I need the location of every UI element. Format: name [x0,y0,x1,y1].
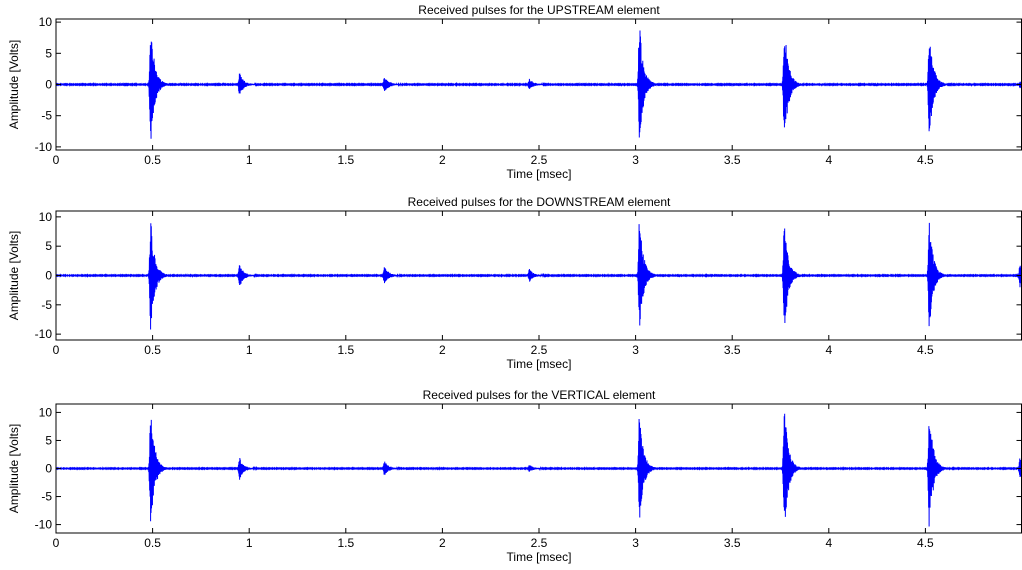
x-tick-label: 0.5 [144,153,161,167]
x-axis-label: Time [msec] [507,357,572,371]
x-tick-label: 2.5 [531,153,548,167]
y-axis-label: Amplitude [Volts] [7,40,21,129]
y-tick-label: 5 [45,433,52,447]
x-tick-label: 3.5 [724,343,741,357]
y-tick-label: -5 [41,298,52,312]
x-tick-label: 4 [825,153,832,167]
x-axis-label: Time [msec] [507,167,572,181]
y-tick-label: -10 [35,327,53,341]
x-tick-label: 2 [439,536,446,550]
y-tick-label: -5 [41,109,52,123]
x-tick-label: 3 [632,153,639,167]
subplot-3: Received pulses for the VERTICAL element… [7,388,1022,564]
chart-title: Received pulses for the DOWNSTREAM eleme… [408,195,671,209]
y-tick-label: 5 [45,46,52,60]
x-tick-label: 2.5 [531,536,548,550]
x-tick-label: 0 [53,536,60,550]
y-tick-label: -5 [41,490,52,504]
x-tick-label: 3.5 [724,536,741,550]
x-axis-label: Time [msec] [507,550,572,564]
y-tick-label: 0 [45,78,52,92]
x-tick-label: 4 [825,536,832,550]
x-tick-label: 1.5 [337,343,354,357]
x-tick-label: 1 [246,153,253,167]
x-tick-label: 3.5 [724,153,741,167]
y-axis-label: Amplitude [Volts] [7,231,21,320]
y-tick-label: 5 [45,239,52,253]
y-tick-label: 0 [45,269,52,283]
x-tick-label: 1.5 [337,536,354,550]
x-tick-label: 4.5 [917,343,934,357]
x-tick-label: 4 [825,343,832,357]
x-tick-label: 2 [439,153,446,167]
subplot-1: Received pulses for the UPSTREAM element… [7,3,1022,181]
y-axis-label: Amplitude [Volts] [7,424,21,513]
y-tick-label: 10 [39,15,53,29]
y-tick-label: 10 [39,405,53,419]
y-tick-label: 0 [45,462,52,476]
chart-title: Received pulses for the VERTICAL element [423,388,656,402]
x-tick-label: 0 [53,153,60,167]
x-tick-label: 4.5 [917,536,934,550]
x-tick-label: 0 [53,343,60,357]
x-tick-label: 2 [439,343,446,357]
y-tick-label: -10 [35,518,53,532]
x-tick-label: 3 [632,536,639,550]
subplot-2: Received pulses for the DOWNSTREAM eleme… [7,195,1022,371]
x-tick-label: 0.5 [144,343,161,357]
signal-line [55,222,1022,330]
x-tick-label: 3 [632,343,639,357]
y-tick-label: -10 [35,140,53,154]
signal-line [55,413,1022,527]
x-tick-label: 0.5 [144,536,161,550]
x-tick-label: 2.5 [531,343,548,357]
x-tick-label: 4.5 [917,153,934,167]
chart-title: Received pulses for the UPSTREAM element [418,3,660,17]
y-tick-label: 10 [39,210,53,224]
x-tick-label: 1 [246,536,253,550]
x-tick-label: 1 [246,343,253,357]
signal-line [55,30,1022,139]
x-tick-label: 1.5 [337,153,354,167]
